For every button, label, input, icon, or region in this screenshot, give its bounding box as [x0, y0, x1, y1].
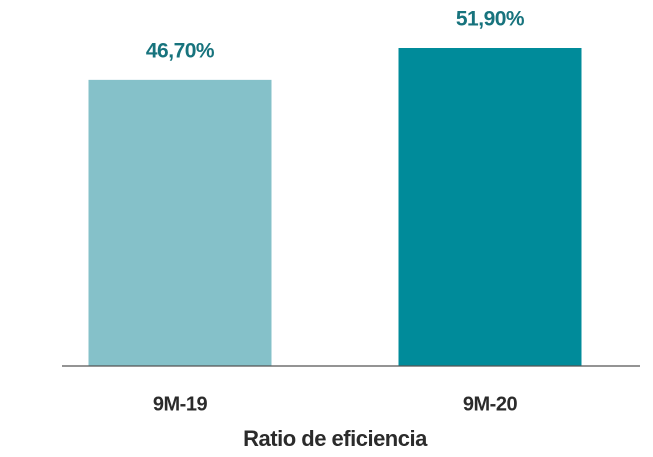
value-label: 46,70% [146, 39, 215, 62]
x-tick-label: 9M-20 [463, 393, 518, 415]
value-label: 51,90% [456, 8, 525, 31]
x-tick-label: 9M-19 [153, 393, 208, 415]
chart-title: Ratio de eficiencia [243, 426, 428, 451]
bar [88, 79, 272, 367]
bar [398, 48, 582, 366]
